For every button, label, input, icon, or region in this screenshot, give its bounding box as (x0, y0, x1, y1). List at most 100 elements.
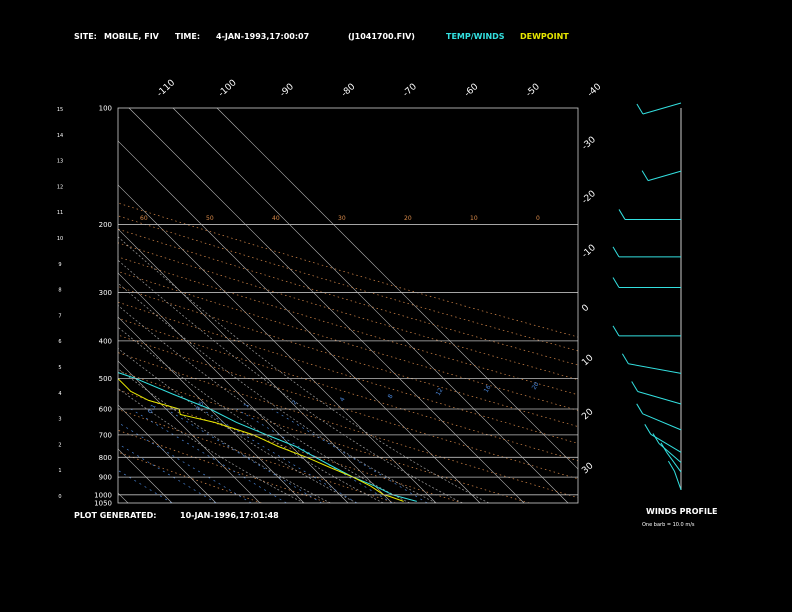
wind-barb (673, 470, 682, 490)
height-tick-label: 8 (58, 288, 61, 294)
isotherm-line (0, 108, 84, 503)
mixing-ratio-label: 8 (387, 393, 395, 400)
pressure-tick-label: 300 (99, 289, 112, 297)
dry-adiabat-label: 30 (338, 215, 346, 222)
isotherm-line (118, 448, 173, 503)
dry-adiabat (118, 389, 463, 503)
mixing-ratio-line (118, 422, 252, 503)
height-tick-label: 11 (57, 210, 63, 216)
mixing-ratio-line (118, 443, 217, 503)
wind-barb-flag (667, 460, 675, 472)
pressure-tick-label: 500 (99, 375, 112, 383)
temp-tick-label-right: 30 (580, 461, 595, 476)
height-tick-label: 6 (58, 339, 61, 345)
moist-adiabat (118, 326, 384, 503)
temp-tick-label-right: -30 (580, 135, 598, 152)
temp-tick-label-top: -110 (155, 78, 177, 99)
wind-barb-flag (618, 209, 626, 220)
temp-tick-label-right: 0 (580, 303, 591, 314)
wind-barb-flag (612, 277, 620, 288)
mixing-ratio-label: 4 (339, 396, 347, 403)
isotherm-line (118, 316, 305, 503)
dry-adiabat (118, 451, 262, 503)
pressure-tick-label: 1000 (94, 491, 112, 499)
temp-tick-label-right: 20 (580, 407, 595, 422)
dry-adiabat-label: 0 (536, 215, 540, 222)
mixing-ratio-label: 2 (291, 399, 299, 406)
mixing-ratio-line (201, 408, 357, 503)
dewpoint-profile (118, 377, 404, 502)
temp-tick-label-right: -20 (580, 189, 598, 206)
mixing-ratio-label: 16 (483, 384, 493, 394)
moist-adiabat (118, 282, 437, 503)
wind-barb (628, 363, 682, 374)
pressure-tick-label: 700 (99, 431, 112, 439)
isotherm-line (172, 108, 569, 503)
dry-adiabat (118, 215, 578, 352)
dry-adiabat (118, 317, 578, 462)
pressure-tick-label: 800 (99, 454, 112, 462)
wind-barb (666, 452, 682, 473)
wind-barb (637, 391, 682, 405)
dry-adiabat (118, 256, 578, 396)
dry-adiabat-label: 50 (206, 215, 214, 222)
dry-adiabat (118, 271, 578, 411)
isotherm-line (118, 272, 349, 503)
legend-dewpoint: DEWPOINT (520, 32, 569, 41)
height-tick-label: 10 (57, 236, 63, 242)
pressure-tick-label: 100 (99, 105, 112, 113)
temp-tick-label-top: -50 (524, 82, 542, 99)
height-tick-label: 7 (58, 313, 61, 319)
winds-profile-title: WINDS PROFILE (646, 507, 718, 516)
wind-barb-flag (636, 103, 644, 115)
dry-adiabat (118, 352, 578, 499)
dry-adiabat (118, 301, 578, 444)
plot-generated-label: PLOT GENERATED: (74, 511, 157, 520)
wind-barb-flag (612, 246, 620, 258)
isotherm-line (118, 360, 261, 503)
wind-barb-flag (644, 424, 652, 435)
height-tick-label: 5 (58, 365, 61, 371)
temp-tick-label-top: -100 (217, 78, 239, 99)
isotherm-line (118, 492, 129, 503)
wind-barb (647, 170, 682, 182)
mixing-ratio-label: 1 (243, 402, 251, 409)
mixing-ratio-line (165, 408, 322, 503)
isotherm-line (118, 140, 481, 503)
time-value: 4-JAN-1993,17:00:07 (216, 32, 310, 41)
temp-tick-label-top: -60 (463, 82, 481, 99)
pressure-tick-label: 900 (99, 474, 112, 482)
wind-barb-flag (631, 381, 639, 392)
moist-adiabat (118, 236, 489, 503)
dry-adiabat-label: 40 (272, 215, 280, 222)
temp-tick-label-top: -40 (586, 82, 604, 99)
moist-adiabat (118, 368, 331, 503)
moist-adiabat (118, 305, 410, 503)
isotherm-line (0, 108, 40, 503)
temp-tick-label-top: -80 (340, 82, 358, 99)
dry-adiabat (118, 242, 578, 381)
dry-adiabat (118, 202, 578, 338)
plot-area (0, 108, 578, 503)
mixing-ratio-label: 0.5 (195, 400, 206, 412)
height-tick-label: 4 (58, 391, 61, 397)
mixing-ratio-line (130, 408, 287, 503)
dry-adiabat-label: 20 (404, 215, 412, 222)
temperature-profile (118, 372, 417, 502)
height-tick-label: 2 (58, 442, 61, 448)
height-tick-label: 12 (57, 184, 63, 190)
dry-adiabat-label: 10 (470, 215, 478, 222)
wind-barb-flag (621, 353, 629, 365)
dry-adiabat (118, 286, 578, 427)
height-tick-label: 15 (57, 107, 63, 113)
mixing-ratio-label: 20 (531, 381, 541, 391)
time-label: TIME: (175, 32, 201, 41)
plot-generated-value: 10-JAN-1996,17:01:48 (180, 511, 279, 520)
wind-barb-flag (641, 170, 649, 181)
moist-adiabat (118, 259, 463, 503)
dry-adiabat (118, 228, 578, 366)
temp-tick-label-right: -10 (580, 243, 598, 260)
height-tick-label: 13 (57, 159, 63, 165)
height-tick-label: 0 (58, 494, 61, 500)
